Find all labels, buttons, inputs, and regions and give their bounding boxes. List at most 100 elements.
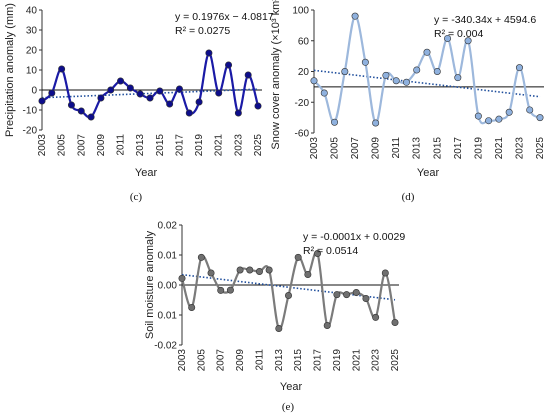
x-tick-label: 2011 <box>391 137 402 159</box>
data-point <box>352 288 360 296</box>
chart-panel-1: -20 -10 0 10 20 30 40 2003 2005 2007 2009 2011 2013 2… <box>4 3 274 203</box>
y-axis-label: Precipitation anomaly (mm) <box>4 3 16 137</box>
x-tick-label: 2015 <box>432 137 443 160</box>
data-point <box>505 108 513 116</box>
y-tick-label: 0.01 <box>158 251 178 262</box>
data-point <box>304 270 312 278</box>
data-point <box>107 86 115 94</box>
data-point <box>136 90 144 98</box>
data-point <box>97 94 105 102</box>
data-point <box>343 291 351 299</box>
data-point <box>294 253 302 261</box>
x-tick-label: 2017 <box>174 134 185 157</box>
x-tick-label: 2013 <box>412 137 423 160</box>
data-point <box>175 85 183 93</box>
x-axis-label: Year <box>280 381 303 393</box>
data-point <box>87 113 95 121</box>
series-line <box>180 250 397 330</box>
y-tick-label: 20 <box>298 67 310 78</box>
x-tick-label: 2023 <box>371 349 382 372</box>
trend-equation: y = -0.0001x + 0.0029 <box>303 231 405 243</box>
data-point <box>185 109 193 117</box>
data-point <box>515 64 523 72</box>
data-point <box>444 34 452 42</box>
data-point <box>244 71 252 79</box>
r-squared: R² = 0.0275 <box>175 25 230 37</box>
data-point <box>341 68 349 76</box>
trend-line <box>41 88 259 99</box>
y-tick-label: 20 <box>26 46 38 57</box>
data-point <box>331 118 339 126</box>
data-point <box>310 77 318 85</box>
data-point <box>126 84 134 92</box>
x-tick-label: 2005 <box>196 349 207 372</box>
x-tick-label: 2007 <box>216 349 227 372</box>
data-point <box>234 109 242 117</box>
data-point <box>464 37 472 45</box>
y-tick-label: -10 <box>23 106 38 117</box>
data-point <box>372 119 380 127</box>
x-tick-label: 2017 <box>313 349 324 372</box>
x-tick-label: 2025 <box>535 137 546 160</box>
data-point <box>495 115 503 123</box>
data-point <box>146 94 154 102</box>
data-point <box>215 89 223 97</box>
data-point <box>361 58 369 66</box>
data-point <box>178 274 186 282</box>
data-point <box>314 250 322 258</box>
trend-line <box>313 69 541 98</box>
data-point <box>320 89 328 97</box>
x-tick-label: 2025 <box>390 349 401 372</box>
data-point <box>323 321 331 329</box>
x-tick-label: 2023 <box>514 137 525 160</box>
data-point <box>351 12 359 20</box>
x-tick-label: 2005 <box>57 134 68 157</box>
data-point <box>38 97 46 105</box>
x-tick-label: 2007 <box>76 134 87 157</box>
data-point <box>225 61 233 69</box>
data-point <box>402 78 410 86</box>
data-point <box>381 269 389 277</box>
x-tick-label: 2025 <box>253 134 264 157</box>
y-tick-label: 0.01 <box>158 311 178 322</box>
trend-equation: y = -340.34x + 4594.6 <box>434 14 536 26</box>
y-tick-label: 40 <box>26 6 38 17</box>
x-tick-label: 2019 <box>473 137 484 160</box>
y-tick-label: -20 <box>23 126 38 137</box>
data-point <box>255 267 263 275</box>
data-point <box>413 66 421 74</box>
x-axis-label: Year <box>135 167 158 179</box>
data-point <box>433 68 441 76</box>
data-point <box>254 102 262 110</box>
trend-line <box>181 273 396 301</box>
x-tick-label: 2007 <box>350 137 361 160</box>
r-squared: R² = 0.004 <box>434 28 483 40</box>
y-axis-label: Snow cover anomaly (×10³ km²) <box>270 0 282 150</box>
data-point <box>117 77 125 85</box>
r-squared: R² = 0.0514 <box>303 245 358 257</box>
data-point <box>536 114 544 122</box>
data-point <box>246 266 254 274</box>
x-tick-label: 2013 <box>135 134 146 157</box>
y-axis-label: Soil moisture anomaly <box>144 230 156 339</box>
data-point <box>485 117 493 125</box>
data-point <box>217 286 225 294</box>
x-tick-label: 2011 <box>116 134 127 156</box>
data-point <box>156 87 164 95</box>
data-point <box>275 324 283 332</box>
x-tick-label: 2013 <box>274 349 285 372</box>
panel-label: (d) <box>402 191 415 203</box>
panel-label: (c) <box>130 191 143 203</box>
chart-panel-2: -60 -20 20 60 100 2003 2005 2007 2009 2011 2013 201… <box>270 0 546 203</box>
data-point <box>423 48 431 56</box>
data-point <box>207 269 215 277</box>
x-tick-label: 2021 <box>351 349 362 372</box>
y-tick-label: 0 <box>31 86 37 97</box>
x-tick-label: 2003 <box>37 134 48 157</box>
x-tick-label: 2015 <box>155 134 166 157</box>
chart-panel-3: -0.02 0.01 0.00 0.01 0.02 2003 2005 2007 2009 201… <box>144 221 405 414</box>
data-point <box>392 77 400 85</box>
data-point <box>526 106 534 114</box>
data-point <box>67 101 75 109</box>
y-tick-label: 30 <box>26 26 38 37</box>
